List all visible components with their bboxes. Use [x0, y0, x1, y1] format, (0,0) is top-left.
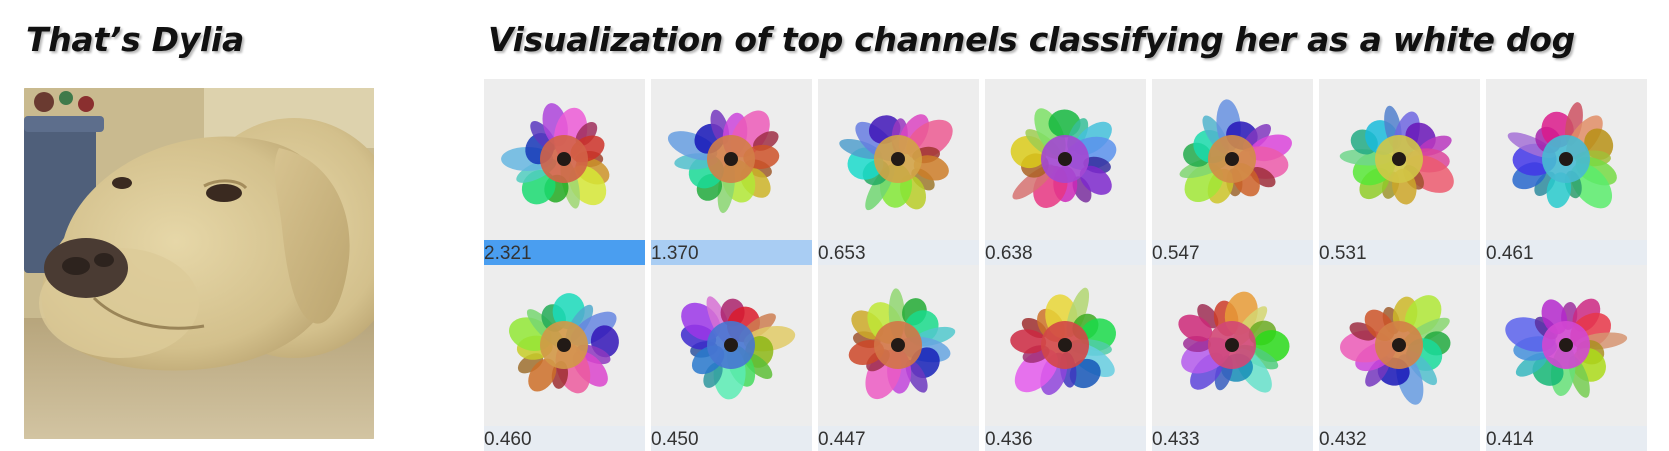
channel-score-bar: 0.447 — [818, 426, 979, 451]
channel-feature-image — [1486, 265, 1647, 426]
dog-snout-feature-icon — [818, 79, 979, 240]
channel-card: 0.531 — [1319, 79, 1480, 265]
channel-card: 0.433 — [1152, 265, 1313, 451]
channel-score-label: 0.653 — [818, 243, 866, 264]
channel-feature-image — [651, 79, 812, 240]
channel-score-label: 0.432 — [1319, 429, 1367, 450]
channel-score-label: 0.638 — [985, 243, 1033, 264]
channel-score-bar: 0.638 — [985, 240, 1146, 265]
channel-score-bar: 0.531 — [1319, 240, 1480, 265]
channel-feature-image — [1152, 265, 1313, 426]
channel-score-bar: 1.370 — [651, 240, 812, 265]
channel-score-label: 1.370 — [651, 243, 699, 264]
channel-score-bar: 2.321 — [484, 240, 645, 265]
channel-score-bar: 0.547 — [1152, 240, 1313, 265]
cone-feature-icon — [985, 265, 1146, 426]
channel-card: 0.436 — [985, 265, 1146, 451]
channel-visualization-grid: 2.321 1.370 0.653 0.638 0.547 0.531 0.461 0.460… — [484, 79, 1647, 451]
bear-face-feature-icon — [818, 265, 979, 426]
channel-score-bar: 0.653 — [818, 240, 979, 265]
fluffy-dog-feature-icon — [1319, 265, 1480, 426]
dog-ear-feature-icon — [651, 79, 812, 240]
channel-feature-image — [818, 79, 979, 240]
channel-card: 0.414 — [1486, 265, 1647, 451]
channel-score-label: 0.531 — [1319, 243, 1367, 264]
channel-feature-image — [985, 79, 1146, 240]
channel-score-label: 0.450 — [651, 429, 699, 450]
channel-score-bar: 0.461 — [1486, 240, 1647, 265]
channel-score-bar: 0.433 — [1152, 426, 1313, 451]
machine-pattern-feature-icon — [651, 265, 812, 426]
channel-card: 0.653 — [818, 79, 979, 265]
channel-score-label: 0.447 — [818, 429, 866, 450]
channel-feature-image — [1319, 265, 1480, 426]
channel-feature-image — [651, 265, 812, 426]
badger-face-feature-icon — [985, 79, 1146, 240]
channel-score-fill — [651, 240, 812, 265]
channel-feature-image — [1486, 79, 1647, 240]
channel-feature-image — [484, 79, 645, 240]
channel-feature-image — [818, 265, 979, 426]
channel-card: 0.447 — [818, 265, 979, 451]
visualization-title: Visualization of top channels classifyin… — [488, 20, 1575, 59]
ghostly-dog-feature-icon — [1486, 265, 1647, 426]
channel-score-bar: 0.460 — [484, 426, 645, 451]
photo-title: That’s Dylia — [26, 20, 244, 59]
channel-score-label: 0.433 — [1152, 429, 1200, 450]
channel-feature-image — [1319, 79, 1480, 240]
channel-card: 0.432 — [1319, 265, 1480, 451]
channel-feature-image — [484, 265, 645, 426]
channel-card: 0.460 — [484, 265, 645, 451]
round-fur-feature-icon — [1319, 79, 1480, 240]
channel-score-bar: 0.436 — [985, 426, 1146, 451]
channel-card: 1.370 — [651, 79, 812, 265]
dog-face-feature-icon — [1152, 79, 1313, 240]
pink-muzzle-feature-icon — [1152, 265, 1313, 426]
channel-score-label: 0.436 — [985, 429, 1033, 450]
channel-card: 2.321 — [484, 79, 645, 265]
channel-score-label: 0.547 — [1152, 243, 1200, 264]
spiral-feature-icon — [484, 79, 645, 240]
channel-score-bar: 0.414 — [1486, 426, 1647, 451]
channel-score-bar: 0.450 — [651, 426, 812, 451]
channel-card: 0.461 — [1486, 79, 1647, 265]
channel-score-label: 0.414 — [1486, 429, 1534, 450]
channel-score-label: 2.321 — [484, 243, 532, 264]
channel-score-bar: 0.432 — [1319, 426, 1480, 451]
channel-card: 0.547 — [1152, 79, 1313, 265]
yellow-labrador-photo — [24, 88, 374, 439]
channel-score-label: 0.460 — [484, 429, 532, 450]
channel-score-fill — [484, 240, 645, 265]
fox-face-feature-icon — [484, 265, 645, 426]
channel-card: 0.638 — [985, 79, 1146, 265]
channel-card: 0.450 — [651, 265, 812, 451]
channel-feature-image — [1152, 79, 1313, 240]
channel-score-label: 0.461 — [1486, 243, 1534, 264]
channel-feature-image — [985, 265, 1146, 426]
terrier-face-feature-icon — [1486, 79, 1647, 240]
